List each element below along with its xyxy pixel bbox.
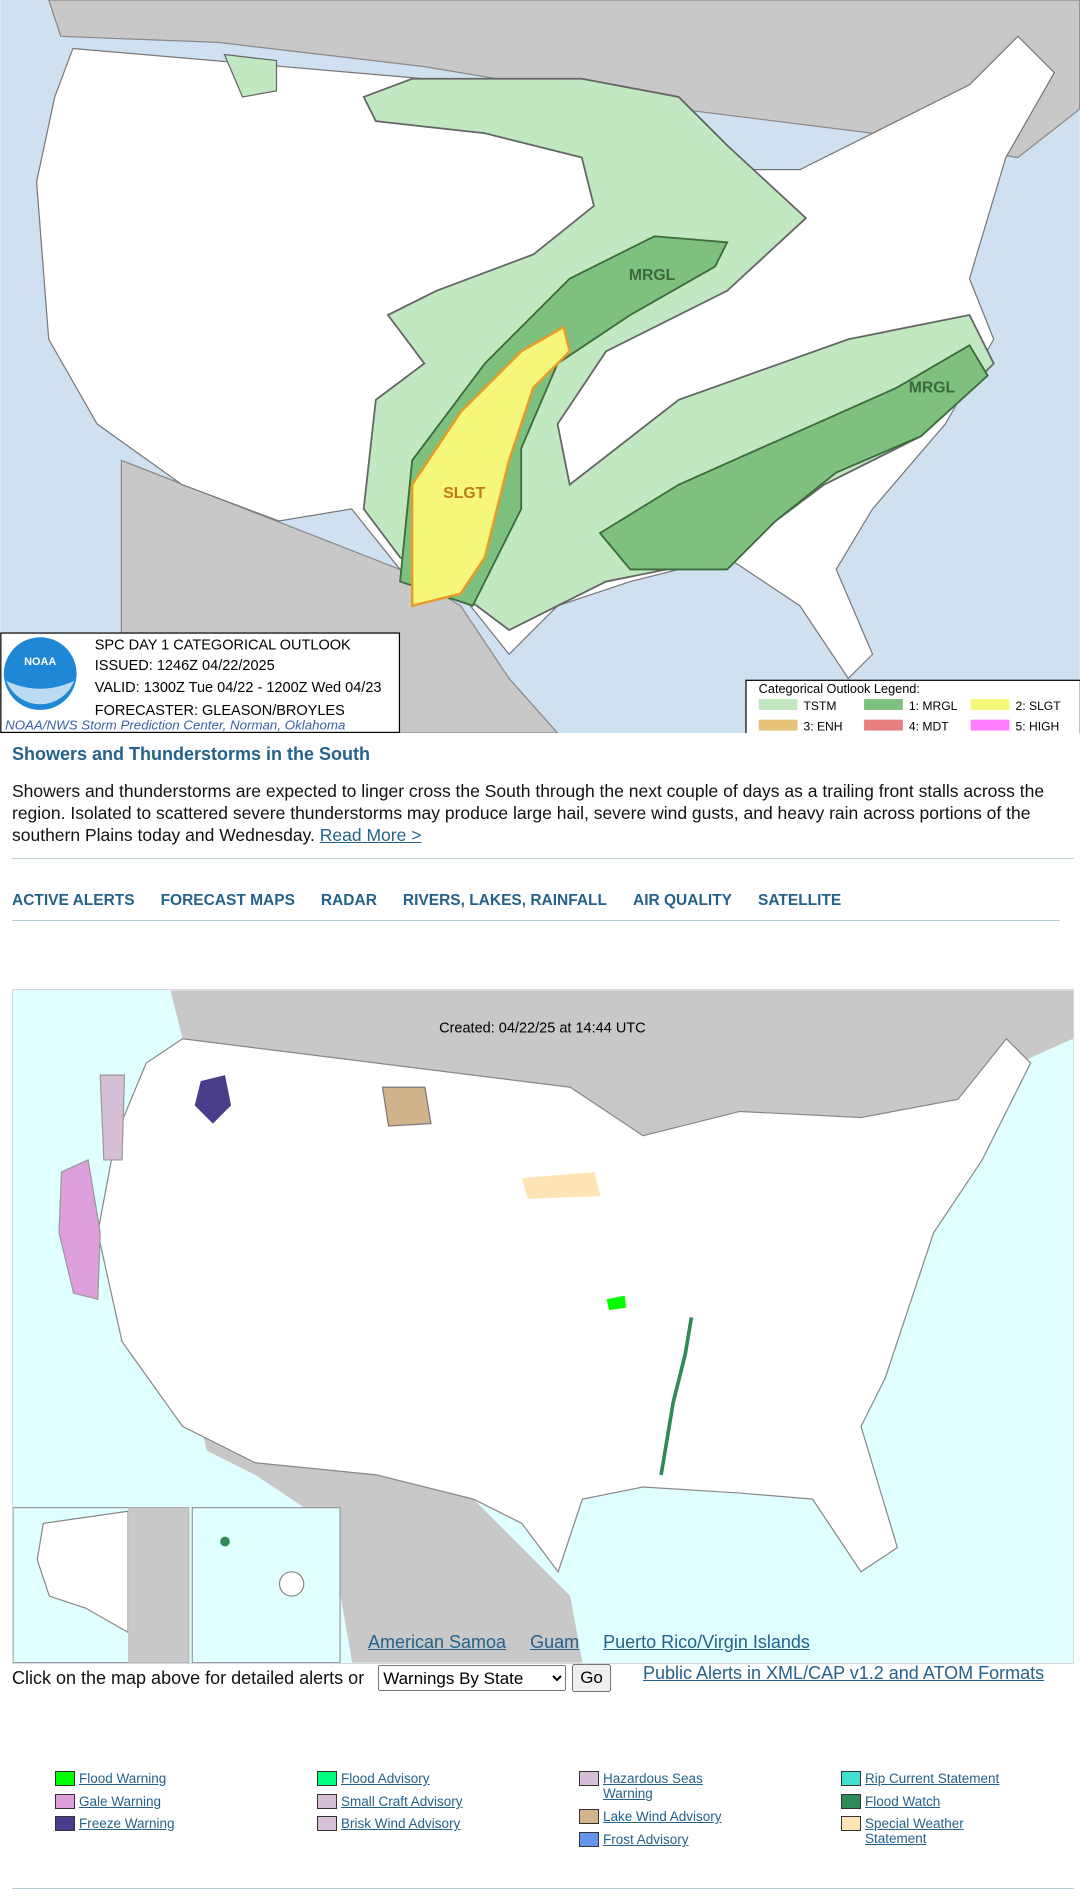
legend-swatch [970, 699, 1010, 710]
divider [12, 920, 1060, 921]
legend-swatch [864, 719, 903, 731]
legend-swatch [758, 719, 798, 731]
prompt: Click on the map above for detailed aler… [12, 1667, 365, 1688]
divider [12, 858, 1074, 859]
state-select[interactable]: Warnings By State [378, 1665, 567, 1691]
usa [97, 1037, 1032, 1574]
logo-wave [6, 680, 75, 705]
outlook-title: SPC DAY 1 CATEGORICAL OUTLOOK [95, 637, 351, 653]
outlook-map[interactable]: MRGL MRGL SLGT NOAA SPC DAY 1 CATEGORICA… [0, 0, 1080, 733]
legend-label: 3: ENH [804, 720, 843, 733]
small-craft-area [99, 1074, 126, 1161]
headline-text: Showers and thunderstorms are expected t… [12, 781, 1045, 845]
headline-body: Showers and thunderstorms are expected t… [12, 780, 1070, 846]
nav-bar: ACTIVE ALERTS FORECAST MAPS RADAR RIVERS… [12, 892, 841, 910]
swatch [579, 1771, 599, 1786]
legend-label: 1: MRGL [909, 699, 958, 713]
flood-warning-area [606, 1295, 626, 1311]
mexico [194, 1402, 583, 1663]
legend-link[interactable]: Hazardous Seas Warning [603, 1771, 703, 1801]
legend-link[interactable]: Frost Advisory [603, 1832, 689, 1847]
legend-title: Categorical Outlook Legend: [759, 681, 920, 696]
legend-link[interactable]: Special Weather Statement [865, 1816, 964, 1846]
territory-link[interactable]: Puerto Rico/Virgin Islands [603, 1632, 810, 1652]
swatch [317, 1794, 337, 1809]
swatch [317, 1771, 337, 1786]
feeds-link[interactable]: Public Alerts in XML/CAP v1.2 and ATOM F… [643, 1663, 1045, 1683]
legend-label: 5: HIGH [1016, 720, 1060, 733]
legend-link[interactable]: Flood Watch [865, 1794, 941, 1809]
go-button[interactable]: Go [572, 1664, 611, 1692]
swatch [55, 1771, 75, 1786]
legend-link[interactable]: Rip Current Statement [865, 1771, 1000, 1786]
legend-swatch [970, 719, 1010, 731]
outlook-valid: VALID: 1300Z Tue 04/22 - 1200Z Wed 04/23 [95, 680, 382, 696]
area-label: MRGL [909, 380, 956, 397]
legend-box [745, 679, 1080, 733]
nav-link[interactable]: AIR QUALITY [633, 892, 733, 909]
swatch [55, 1794, 75, 1809]
flood-watch-line [659, 1317, 694, 1476]
legend-label: TSTM [804, 699, 837, 713]
read-more-link[interactable]: Read More > [319, 825, 422, 845]
legend-label: 4: MDT [909, 720, 949, 733]
nav-link[interactable]: RIVERS, LAKES, RAINFALL [402, 892, 607, 909]
territory-link[interactable]: American Samoa [368, 1632, 507, 1652]
lake-wind-area [381, 1086, 432, 1127]
nav-link[interactable]: FORECAST MAPS [160, 892, 295, 909]
legend-link[interactable]: Brisk Wind Advisory [341, 1816, 461, 1831]
nav-link[interactable]: SATELLITE [758, 892, 842, 909]
slgt-area [410, 325, 572, 608]
area-label: SLGT [443, 485, 485, 502]
nav-link[interactable]: ACTIVE ALERTS [12, 892, 135, 909]
outlook-credit: NOAA/NWS Storm Prediction Center, Norman… [5, 717, 345, 732]
alerts-map[interactable]: Created: 04/22/25 at 14:44 UTC [12, 989, 1074, 1664]
swatch [841, 1794, 861, 1809]
alaska [36, 1510, 129, 1634]
canada [128, 1507, 189, 1663]
hawaii-inset[interactable] [191, 1507, 341, 1663]
gale-warning-area [58, 1159, 101, 1301]
territory-link[interactable]: Guam [530, 1632, 580, 1652]
hawaii-island [220, 1536, 230, 1547]
swatch [55, 1816, 75, 1831]
legend-link[interactable]: Gale Warning [79, 1794, 162, 1809]
swatch [579, 1809, 599, 1824]
nav-link[interactable]: RADAR [320, 892, 377, 909]
legend-label: 2: SLGT [1016, 699, 1062, 713]
tstm-area [223, 53, 278, 98]
logo-text: NOAA [24, 656, 56, 668]
outlook-issued: ISSUED: 1246Z 04/22/2025 [95, 658, 275, 674]
swatch [841, 1771, 861, 1786]
legend-link[interactable]: Small Craft Advisory [341, 1794, 463, 1809]
legend-link[interactable]: Flood Warning [79, 1771, 167, 1786]
hawaii-island [278, 1571, 305, 1597]
map-created: Created: 04/22/25 at 14:44 UTC [439, 1021, 646, 1037]
area-label: MRGL [629, 267, 676, 284]
headline-title: Showers and Thunderstorms in the South [12, 744, 371, 764]
divider [12, 1888, 1074, 1889]
legend-link[interactable]: Freeze Warning [79, 1816, 175, 1831]
legend-link[interactable]: Lake Wind Advisory [603, 1809, 722, 1824]
special-statement-area [521, 1172, 601, 1199]
swatch [317, 1816, 337, 1831]
outlook-forecaster: FORECASTER: GLEASON/BROYLES [95, 703, 345, 719]
swatch [841, 1816, 861, 1831]
freeze-warning-area [194, 1075, 232, 1124]
mrgl-area [598, 344, 989, 571]
territory-links: American Samoa Guam Puerto Rico/Virgin I… [368, 1632, 810, 1653]
legend-link[interactable]: Flood Advisory [341, 1771, 430, 1786]
controls: Click on the map above for detailed aler… [12, 1664, 611, 1692]
legend-swatch [864, 699, 903, 710]
swatch [579, 1832, 599, 1847]
legend-swatch [758, 699, 798, 710]
canada [170, 990, 1073, 1136]
